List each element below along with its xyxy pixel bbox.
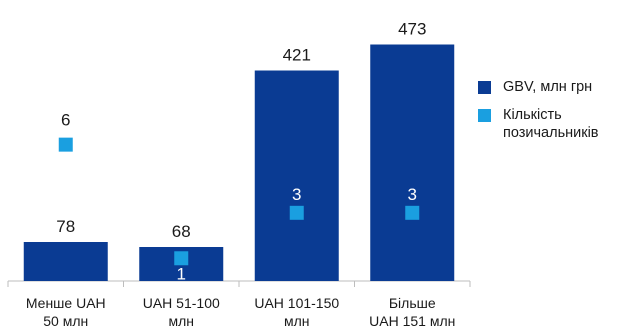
- marker-0: [58, 137, 73, 152]
- bar-value-label-2: 421: [283, 46, 311, 65]
- legend-label-gbv: GBV, млн грн: [503, 79, 593, 95]
- legend-swatch-gbv: [478, 81, 491, 94]
- legend-swatch-borrowers: [478, 109, 491, 122]
- marker-value-label-3: 3: [408, 185, 417, 204]
- bar-value-label-3: 473: [398, 20, 426, 39]
- legend: GBV, млн грн Кількість позичальників: [478, 78, 626, 152]
- bar-0: [23, 242, 108, 281]
- bar-3: [370, 44, 455, 281]
- legend-label-borrowers: Кількість позичальників: [503, 107, 599, 141]
- bar-value-label-0: 78: [56, 217, 75, 236]
- x-tick-label-3-1: UAH 151 млн: [369, 313, 455, 329]
- bar-2: [254, 70, 339, 281]
- x-tick-label-3-0: Більше: [389, 295, 436, 311]
- marker-2: [289, 205, 304, 220]
- marker-3: [405, 205, 420, 220]
- x-tick-label-1-0: UAH 51-100: [143, 295, 220, 311]
- legend-item-borrowers: Кількість позичальників: [478, 106, 626, 142]
- x-tick-label-0-0: Менше UAH: [26, 295, 106, 311]
- x-tick-label-0-1: 50 млн: [43, 313, 88, 329]
- marker-value-label-1: 1: [177, 264, 186, 283]
- x-tick-label-1-1: млн: [168, 313, 194, 329]
- marker-value-label-2: 3: [292, 185, 301, 204]
- bar-value-label-1: 68: [172, 222, 191, 241]
- marker-value-label-0: 6: [61, 111, 70, 130]
- marker-1: [174, 251, 189, 266]
- x-tick-label-2-1: млн: [284, 313, 310, 329]
- legend-item-gbv: GBV, млн грн: [478, 78, 626, 96]
- x-tick-label-2-0: UAH 101-150: [254, 295, 339, 311]
